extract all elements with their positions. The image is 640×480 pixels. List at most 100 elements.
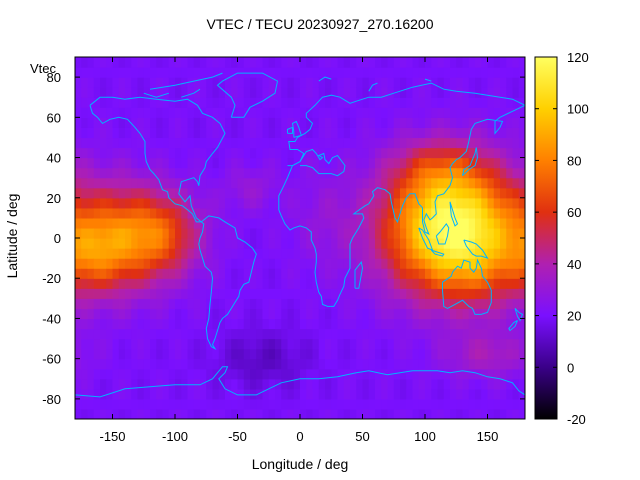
heat-cell xyxy=(225,398,232,410)
heat-cell xyxy=(250,127,257,139)
heat-cell xyxy=(481,127,489,139)
heat-cell xyxy=(331,268,339,279)
heat-cell xyxy=(237,378,245,390)
heat-cell xyxy=(206,147,214,159)
heat-cell xyxy=(293,358,301,370)
heat-cell xyxy=(187,318,195,330)
heat-cell xyxy=(462,227,470,239)
heat-cell xyxy=(306,278,314,289)
heat-cell xyxy=(150,187,157,199)
heat-cell xyxy=(343,348,351,360)
heat-cell xyxy=(275,398,282,410)
heat-cell xyxy=(425,338,432,350)
heat-cell xyxy=(412,227,420,239)
heat-cell xyxy=(337,338,345,350)
heat-cell xyxy=(312,137,320,149)
heat-cell xyxy=(493,328,501,340)
heat-cell xyxy=(306,378,314,390)
heat-cell xyxy=(387,97,395,108)
heat-cell xyxy=(287,177,295,189)
heat-cell xyxy=(468,398,476,410)
heat-cell xyxy=(456,378,464,390)
heat-cell xyxy=(225,117,232,128)
heat-cell xyxy=(362,87,370,98)
heat-cell xyxy=(150,368,157,380)
heat-cell xyxy=(312,177,320,189)
heat-cell xyxy=(300,107,307,118)
heat-cell xyxy=(212,298,220,309)
heat-cell xyxy=(356,77,364,88)
heat-cell xyxy=(337,278,345,289)
heat-cell xyxy=(412,117,420,128)
heat-cell xyxy=(243,358,251,370)
heat-cell xyxy=(356,388,364,400)
heat-cell xyxy=(462,308,470,320)
heat-cell xyxy=(75,328,82,340)
heat-cell xyxy=(181,177,189,189)
heat-cell xyxy=(118,408,126,419)
heat-cell xyxy=(300,97,307,108)
heat-cell xyxy=(518,117,525,128)
heat-cell xyxy=(518,268,525,279)
heat-cell xyxy=(200,358,207,370)
heat-cell xyxy=(250,97,257,108)
heat-cell xyxy=(462,117,470,128)
heat-cell xyxy=(187,217,195,229)
heat-cell xyxy=(331,378,339,390)
heat-cell xyxy=(181,388,189,400)
heat-cell xyxy=(412,137,420,149)
coastline-arctic-islands xyxy=(143,72,432,98)
heat-cell xyxy=(125,137,132,149)
heat-cell xyxy=(100,368,107,380)
heat-cell xyxy=(218,288,226,299)
heat-cell xyxy=(106,57,114,68)
heat-cell xyxy=(212,328,220,340)
heat-cell xyxy=(275,258,282,269)
heat-cell xyxy=(237,328,245,340)
heat-cell xyxy=(100,147,107,159)
heat-cell xyxy=(381,398,389,410)
heat-cell xyxy=(381,328,389,340)
heat-cell xyxy=(243,87,251,98)
heat-cell xyxy=(106,167,114,179)
heat-cell xyxy=(475,157,482,169)
heat-cell xyxy=(343,147,351,159)
heat-cell xyxy=(456,248,464,259)
heat-cell xyxy=(306,348,314,360)
heat-cell xyxy=(218,227,226,239)
heat-cell xyxy=(343,258,351,269)
heat-cell xyxy=(487,77,495,88)
heat-cell xyxy=(325,187,332,199)
heat-cell xyxy=(218,77,226,88)
heat-cell xyxy=(437,107,445,118)
heat-cell xyxy=(381,207,389,219)
heat-cell xyxy=(518,177,525,189)
heat-cell xyxy=(81,157,89,169)
heat-cell xyxy=(387,358,395,370)
heat-cell xyxy=(375,328,382,340)
heat-cell xyxy=(368,338,376,350)
heat-cell xyxy=(243,288,251,299)
heat-cell xyxy=(206,167,214,179)
heat-cell xyxy=(331,147,339,159)
heat-cell xyxy=(318,217,326,229)
heat-cell xyxy=(212,167,220,179)
heat-cell xyxy=(437,258,445,269)
heat-cell xyxy=(250,328,257,340)
heat-cell xyxy=(381,388,389,400)
heat-cell xyxy=(268,298,276,309)
heat-cell xyxy=(243,67,251,78)
heat-cell xyxy=(487,167,495,179)
heat-cell xyxy=(243,157,251,169)
heat-cell xyxy=(250,197,257,209)
heat-cell xyxy=(237,268,245,279)
heat-cell xyxy=(125,167,132,179)
heat-cell xyxy=(500,117,507,128)
heat-cell xyxy=(325,308,332,320)
heat-cell xyxy=(275,368,282,380)
heat-cell xyxy=(400,177,407,189)
heat-cell xyxy=(368,157,376,169)
heat-cell xyxy=(118,338,126,350)
heat-cell xyxy=(175,278,182,289)
heat-cell xyxy=(250,268,257,279)
